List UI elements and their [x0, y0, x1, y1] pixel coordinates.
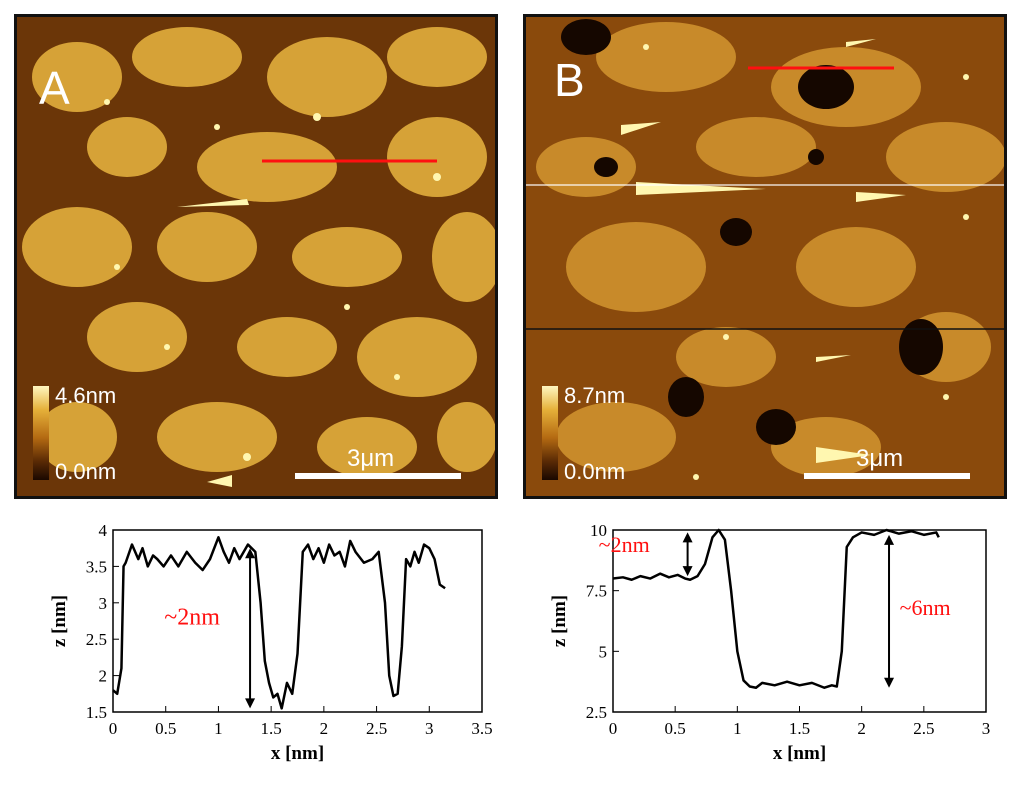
- x-tick-label-a-2: 1: [214, 719, 223, 738]
- colorbar-a: [33, 386, 49, 480]
- x-tick-label-b-6: 3: [982, 719, 991, 738]
- y-tick-label-a-5: 4: [99, 521, 108, 540]
- profile-chart-a: 0 0.5 1 1.5 2 2.5 3 3.5 1.5 2 2.5 3 3.5 4 x [nm] z [nm]…: [49, 521, 493, 764]
- x-tick-label-a-4: 2: [320, 719, 329, 738]
- annotation-b-1: ~6nm: [900, 595, 951, 620]
- y-tick-label-b-1: 5: [599, 642, 608, 661]
- x-tick-label-b-4: 2: [857, 719, 866, 738]
- x-tick-label-b-5: 2.5: [913, 719, 934, 738]
- colorbar-min-a: 0.0nm: [55, 459, 117, 484]
- scalebar-label-b: 3μm: [856, 445, 904, 472]
- series-line-a-0: [112, 536, 446, 710]
- profile-chart-b: 0 0.5 1 1.5 2 2.5 3 2.5 5 7.5 10 x [nm] z [nm] ~2nm ~6…: [549, 521, 991, 764]
- x-tick-label-a-6: 3: [425, 719, 434, 738]
- y-axis-label-b: z [nm]: [549, 595, 570, 647]
- annotation-b-0: ~2nm: [599, 532, 650, 557]
- colorbar-b: [542, 386, 558, 480]
- x-tick-label-a-1: 0.5: [155, 719, 176, 738]
- scalebar-label-a: 3μm: [347, 445, 395, 472]
- x-tick-label-a-0: 0: [109, 719, 118, 738]
- height-arrow-a-head-top: [245, 548, 256, 559]
- y-axis-label-a: z [nm]: [49, 595, 70, 647]
- scalebar-a: [295, 473, 461, 479]
- afm-image-b: B 8.7nm 0.0nm 3μm: [523, 14, 1007, 499]
- x-tick-label-b-0: 0: [609, 719, 618, 738]
- y-tick-label-a-1: 2: [99, 667, 108, 686]
- panel-label-b: B: [554, 54, 585, 106]
- scalebar-b: [804, 473, 970, 479]
- height-arrow-b-0-head-top: [682, 532, 693, 543]
- colorbar-min-b: 0.0nm: [564, 459, 626, 484]
- plot-frame-a: [112, 529, 483, 713]
- y-tick-label-b-0: 2.5: [586, 703, 607, 722]
- x-tick-label-a-3: 1.5: [261, 719, 282, 738]
- y-tick-label-b-3: 10: [590, 521, 607, 540]
- afm-texture-a: [17, 17, 495, 496]
- y-tick-label-a-0: 1.5: [86, 703, 107, 722]
- afm-texture-b: [526, 17, 1004, 496]
- x-axis-label-a: x [nm]: [271, 743, 324, 764]
- x-tick-label-b-1: 0.5: [665, 719, 686, 738]
- x-tick-label-b-3: 1.5: [789, 719, 810, 738]
- x-axis-label-b: x [nm]: [773, 743, 826, 764]
- x-tick-label-b-2: 1: [733, 719, 742, 738]
- y-tick-label-a-3: 3: [99, 594, 108, 613]
- afm-image-a: A 4.6nm 0.0nm 3μm: [14, 14, 498, 499]
- height-arrow-b-1-head-top: [884, 534, 895, 545]
- panel-label-a: A: [39, 62, 70, 114]
- annotation-a: ~2nm: [164, 605, 220, 631]
- x-tick-label-a-7: 3.5: [471, 719, 492, 738]
- colorbar-max-b: 8.7nm: [564, 383, 626, 408]
- y-tick-label-a-2: 2.5: [86, 630, 107, 649]
- height-arrow-a-head-bottom: [245, 698, 256, 709]
- height-arrow-b-0-head-bottom: [682, 566, 693, 577]
- colorbar-max-a: 4.6nm: [55, 383, 117, 408]
- y-tick-label-b-2: 7.5: [586, 582, 607, 601]
- y-tick-label-a-4: 3.5: [86, 557, 107, 576]
- height-arrow-b-1-head-bottom: [884, 677, 895, 688]
- series-line-b-0: [612, 528, 940, 689]
- x-tick-label-a-5: 2.5: [366, 719, 387, 738]
